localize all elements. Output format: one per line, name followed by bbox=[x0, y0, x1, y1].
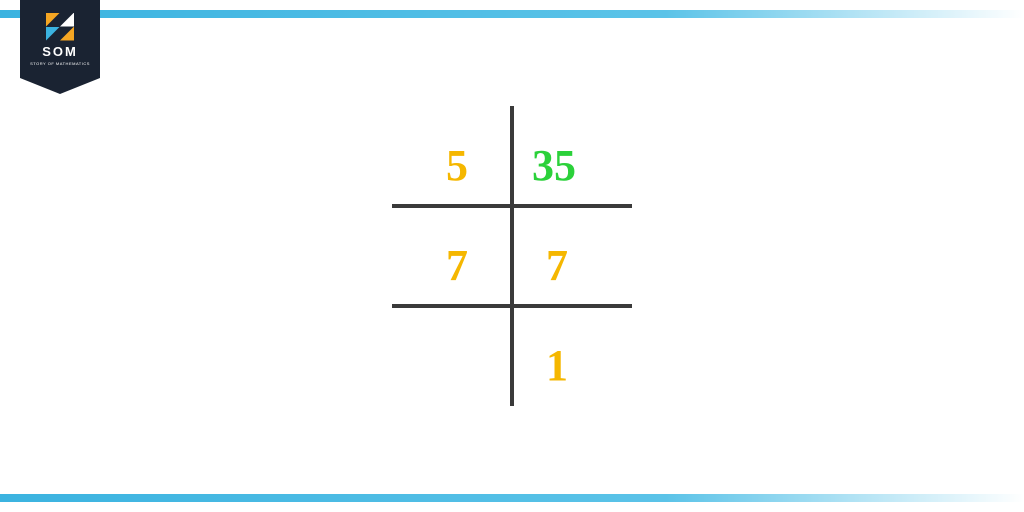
logo-piece-br bbox=[60, 27, 74, 41]
value-row-2: 1 bbox=[546, 340, 568, 391]
logo-title: SOM bbox=[42, 45, 78, 58]
vertical-divider bbox=[510, 106, 514, 406]
logo-piece-bl bbox=[46, 27, 60, 41]
badge-chevron bbox=[20, 78, 100, 94]
som-logo-icon bbox=[46, 13, 74, 41]
value-row-1: 7 bbox=[546, 240, 568, 291]
logo-piece-tr bbox=[60, 13, 74, 27]
som-badge: SOM STORY OF MATHEMATICS bbox=[20, 0, 100, 94]
badge-body: SOM STORY OF MATHEMATICS bbox=[20, 0, 100, 78]
bottom-accent-bar bbox=[0, 494, 1024, 502]
factorization-diagram: 5 35 7 7 1 bbox=[382, 106, 642, 406]
divisor-row-0: 5 bbox=[446, 140, 468, 191]
horizontal-line-1 bbox=[392, 204, 632, 208]
value-row-0: 35 bbox=[532, 140, 576, 191]
logo-piece-tl bbox=[46, 13, 60, 27]
horizontal-line-2 bbox=[392, 304, 632, 308]
logo-subtitle: STORY OF MATHEMATICS bbox=[30, 62, 90, 66]
top-accent-bar bbox=[0, 10, 1024, 18]
divisor-row-1: 7 bbox=[446, 240, 468, 291]
